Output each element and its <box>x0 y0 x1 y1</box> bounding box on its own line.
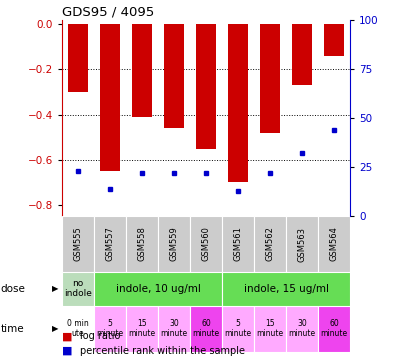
Text: GSM564: GSM564 <box>330 227 338 261</box>
Text: percentile rank within the sample: percentile rank within the sample <box>80 346 245 356</box>
Text: GSM560: GSM560 <box>202 227 210 261</box>
Bar <box>260 24 280 133</box>
Text: ▶: ▶ <box>52 324 58 333</box>
Bar <box>190 306 222 352</box>
Text: indole, 15 ug/ml: indole, 15 ug/ml <box>244 283 328 293</box>
Text: 5
minute: 5 minute <box>224 319 252 338</box>
Text: 60
minute: 60 minute <box>320 319 348 338</box>
Text: ■: ■ <box>62 331 72 341</box>
Text: ▶: ▶ <box>52 284 58 293</box>
Bar <box>62 216 94 272</box>
Text: 0 min
ute: 0 min ute <box>67 319 89 338</box>
Text: GSM555: GSM555 <box>74 227 82 261</box>
Bar <box>286 306 318 352</box>
Text: 5
minute: 5 minute <box>96 319 124 338</box>
Bar <box>94 306 126 352</box>
Bar <box>62 272 94 306</box>
Bar <box>158 306 190 352</box>
Bar <box>132 24 152 117</box>
Text: GDS95 / 4095: GDS95 / 4095 <box>62 5 154 19</box>
Bar <box>94 272 222 306</box>
Bar <box>62 306 94 352</box>
Text: ■: ■ <box>62 346 72 356</box>
Text: 30
minute: 30 minute <box>288 319 316 338</box>
Text: GSM562: GSM562 <box>266 227 274 261</box>
Bar <box>126 306 158 352</box>
Bar <box>222 306 254 352</box>
Bar <box>286 216 318 272</box>
Bar <box>254 216 286 272</box>
Text: 30
minute: 30 minute <box>160 319 188 338</box>
Text: log ratio: log ratio <box>80 331 120 341</box>
Bar <box>164 24 184 128</box>
Bar <box>318 306 350 352</box>
Text: no
indole: no indole <box>64 279 92 298</box>
Bar <box>292 24 312 85</box>
Text: 15
minute: 15 minute <box>256 319 284 338</box>
Text: GSM558: GSM558 <box>138 227 146 261</box>
Text: GSM561: GSM561 <box>234 227 242 261</box>
Bar <box>222 216 254 272</box>
Text: dose: dose <box>1 283 26 293</box>
Text: GSM557: GSM557 <box>106 227 114 261</box>
Bar <box>222 272 350 306</box>
Text: GSM563: GSM563 <box>298 227 306 262</box>
Bar <box>190 216 222 272</box>
Bar <box>254 306 286 352</box>
Text: indole, 10 ug/ml: indole, 10 ug/ml <box>116 283 200 293</box>
Bar <box>94 216 126 272</box>
Text: time: time <box>1 323 24 333</box>
Bar <box>68 24 88 92</box>
Bar <box>100 24 120 171</box>
Bar <box>158 216 190 272</box>
Bar <box>126 216 158 272</box>
Text: 15
minute: 15 minute <box>128 319 156 338</box>
Text: 60
minute: 60 minute <box>192 319 220 338</box>
Bar <box>228 24 248 182</box>
Bar <box>318 216 350 272</box>
Text: GSM559: GSM559 <box>170 227 178 261</box>
Bar <box>324 24 344 56</box>
Bar <box>196 24 216 149</box>
